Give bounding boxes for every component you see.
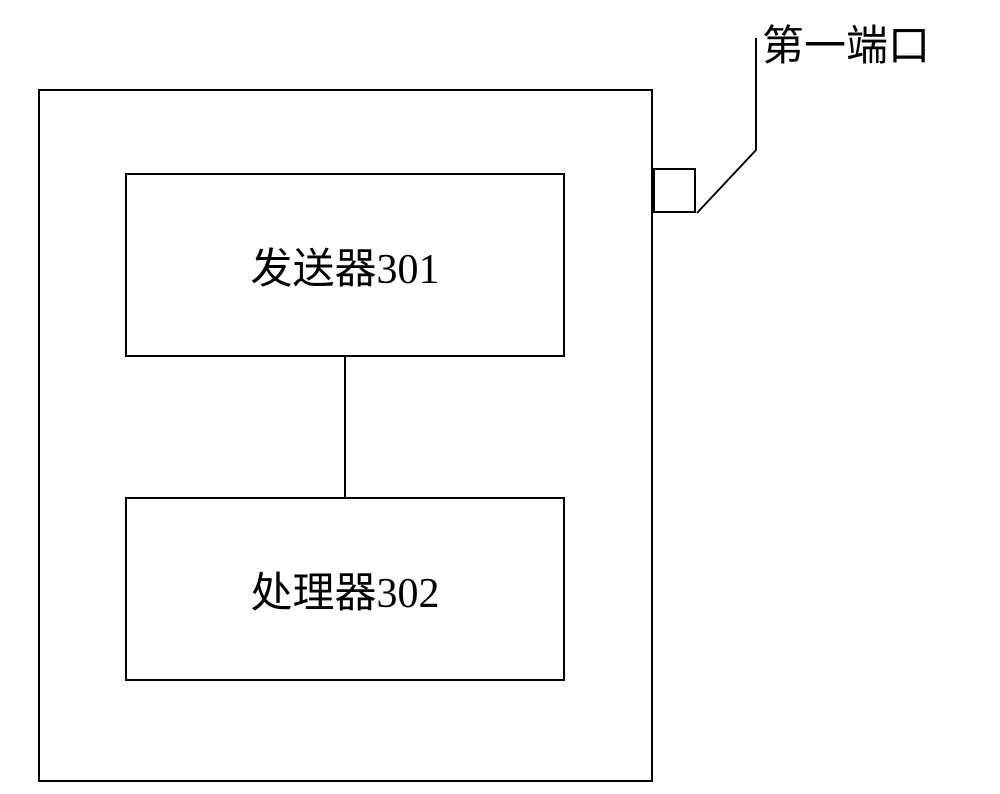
port-box xyxy=(653,168,696,213)
transmitter-box: 发送器301 xyxy=(125,173,565,357)
port-label: 第一端口 xyxy=(762,12,930,73)
transmitter-label: 发送器301 xyxy=(250,235,439,296)
processor-label: 处理器302 xyxy=(250,559,439,620)
block-diagram: 发送器301 处理器302 第一端口 xyxy=(0,0,1000,794)
connector-line xyxy=(344,357,346,497)
processor-box: 处理器302 xyxy=(125,497,565,681)
